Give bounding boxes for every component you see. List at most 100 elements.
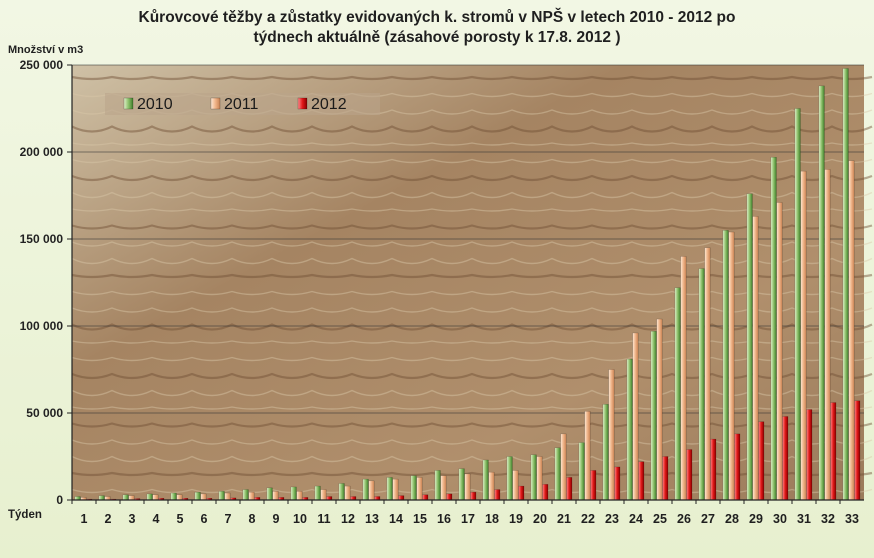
x-tick-label: 19 [509,512,523,526]
bar-2011-week-19 [512,470,519,501]
x-tick-label: 2 [105,512,112,526]
bar-2010-week-33 [842,68,849,501]
bar-2012-week-33 [854,400,861,501]
wood-grain-line [71,389,873,397]
bar-2012-week-28 [734,433,741,501]
bar-2010-week-20 [530,454,537,501]
bar-2010-week-21 [554,447,561,501]
bar-2010-week-23 [602,404,609,501]
bar-2010-week-3 [122,494,129,501]
bar-2012-week-25 [662,456,669,501]
bar-2011-week-17 [464,473,471,501]
bar-2011-week-22 [584,411,591,501]
bar-2010-week-14 [386,477,393,501]
x-tick-label: 5 [177,512,184,526]
x-axis-label: Týden [8,509,42,521]
legend-box [105,93,380,115]
bar-2012-week-26 [686,449,693,501]
legend-swatch-2011 [210,97,221,110]
bar-2011-week-26 [680,256,687,501]
bar-2010-week-6 [194,491,201,501]
bar-2011-week-11 [320,489,327,501]
wood-grain-line [71,323,873,331]
x-tick-label: 18 [485,512,499,526]
bar-2011-week-3 [128,495,135,501]
y-tick-label: 200 000 [20,145,64,159]
x-tick-label: 20 [533,512,547,526]
bar-2011-week-28 [728,231,735,501]
bar-2010-week-26 [674,287,681,501]
wood-grain-line [71,224,873,230]
legend-label-2010: 2010 [137,96,173,113]
chart-title-line-2: týdnech aktuálně (zásahové porosty k 17.… [253,29,621,46]
bar-2011-week-23 [608,369,615,501]
wood-grain-line [71,257,873,265]
x-tick-label: 29 [749,512,763,526]
bar-2011-week-14 [392,478,399,501]
bar-2012-week-14 [398,495,405,501]
bar-2012-week-18 [494,489,501,501]
bar-2010-week-8 [242,489,249,501]
x-tick-label: 10 [293,512,307,526]
bar-2012-week-30 [782,416,789,501]
bar-2010-week-22 [578,442,585,501]
wood-grain-line [71,142,873,146]
x-tick-label: 24 [629,512,643,526]
bar-2010-week-11 [314,485,321,501]
y-tick-label: 250 000 [20,58,64,72]
x-tick-label: 21 [557,512,571,526]
bar-2011-week-30 [776,202,783,501]
bar-2010-week-24 [626,358,633,501]
bar-2011-week-13 [368,480,375,501]
x-tick-label: 32 [821,512,835,526]
bar-2011-week-8 [248,491,255,501]
wood-grain-line [71,290,873,296]
bar-2011-week-31 [800,170,807,501]
bar-2010-week-25 [650,331,657,501]
x-tick-label: 33 [845,512,859,526]
bar-2011-week-18 [488,471,495,501]
x-tick-label: 16 [437,512,451,526]
bar-2012-week-22 [590,470,597,501]
bar-2011-week-27 [704,247,711,501]
wood-grain-line [71,307,873,313]
bar-2012-week-27 [710,438,717,501]
bar-2011-week-7 [224,492,231,501]
bar-2011-week-12 [344,485,351,501]
bar-2010-week-31 [794,108,801,501]
x-tick-label: 7 [225,512,232,526]
bar-2010-week-32 [818,85,825,501]
bar-2011-week-29 [752,216,759,501]
bar-2010-week-28 [722,230,729,501]
x-tick-label: 9 [273,512,280,526]
chart-title-line-1: Kůrovcové těžby a zůstatky evidovaných k… [138,9,736,26]
legend-swatch-2012 [297,97,308,110]
bar-2010-week-19 [506,456,513,501]
x-tick-label: 6 [201,512,208,526]
legend-label-2011: 2011 [224,96,259,113]
wood-grain-line [71,406,873,410]
x-tick-label: 25 [653,512,667,526]
x-tick-label: 31 [797,512,811,526]
bar-2010-week-4 [146,493,153,501]
wood-grain-line [71,340,873,344]
wood-grain-line [71,273,873,279]
x-tick-label: 17 [461,512,475,526]
bar-2011-week-9 [272,491,279,501]
bar-2012-week-16 [446,493,453,501]
x-tick-label: 27 [701,512,715,526]
bar-2010-week-27 [698,268,705,501]
y-tick-label: 100 000 [20,319,64,333]
wood-grain-line [71,75,873,81]
x-tick-label: 13 [365,512,379,526]
wood-grain-line [71,471,873,477]
x-tick-label: 4 [153,512,160,526]
bar-2011-week-33 [848,160,855,501]
wood-grain-line [71,208,873,212]
bar-2011-week-10 [296,491,303,501]
legend-swatch-2010 [123,97,134,110]
wood-grain-line [71,125,873,133]
x-tick-label: 23 [605,512,619,526]
bar-2011-week-4 [152,494,159,501]
bar-2012-week-23 [614,466,621,501]
